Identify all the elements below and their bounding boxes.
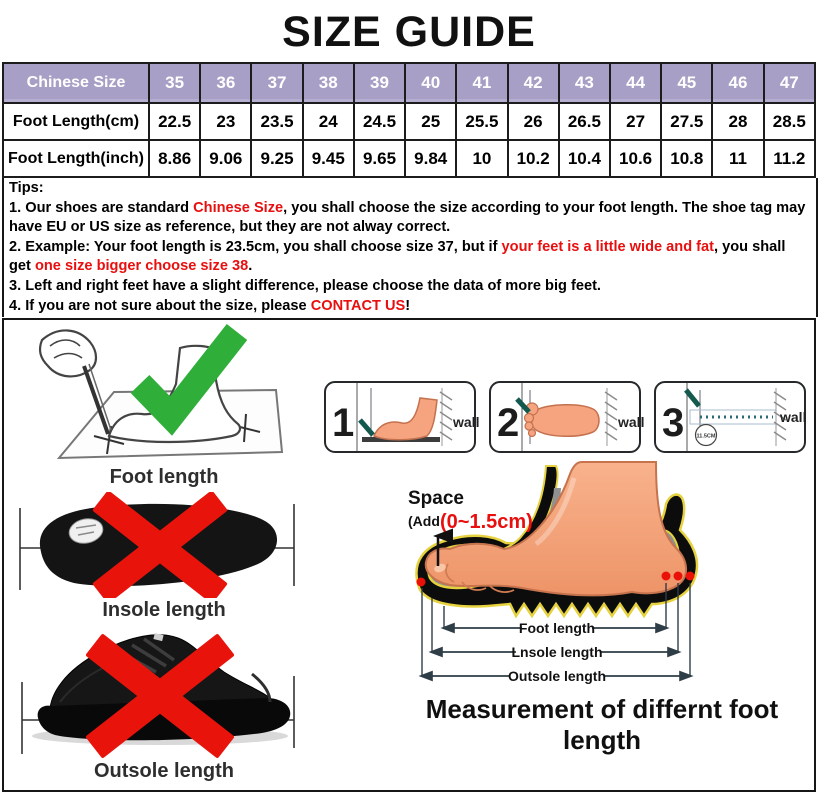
insole-image (19, 492, 295, 598)
inch-cell: 9.06 (199, 139, 253, 178)
foot-shape (424, 461, 687, 597)
dimension-arrows (418, 622, 694, 682)
size-cell: 38 (301, 62, 355, 104)
cm-cell: 26.5 (557, 102, 611, 141)
outsole-length-caption: Outsole length (94, 760, 234, 782)
heel-marker-dot (673, 571, 683, 581)
pencil (82, 365, 110, 435)
space-label: Space (408, 488, 464, 509)
size-cell: 39 (352, 62, 407, 104)
size-cell: 45 (660, 62, 714, 104)
inch-cell: 9.65 (352, 139, 407, 178)
tips-section: Tips: 1. Our shoes are standard Chinese … (2, 178, 818, 317)
svg-text:11.5CM: 11.5CM (697, 434, 716, 440)
size-cell: 43 (557, 62, 611, 104)
svg-text:(Add: (Add (408, 513, 440, 529)
cm-cell: 24.5 (352, 102, 407, 141)
size-table: Chinese Size 35 36 37 38 39 40 41 42 43 … (2, 62, 817, 178)
cm-cell: 25 (404, 102, 458, 141)
svg-text:3: 3 (662, 401, 684, 445)
inch-cell: 9.84 (404, 139, 458, 178)
size-cell: 47 (762, 62, 817, 104)
size-cell: 36 (199, 62, 253, 104)
red-x-icon (92, 492, 228, 598)
foot-tracing-sketch (38, 323, 284, 460)
row-header-foot-length-cm: Foot Length(cm) (2, 102, 150, 141)
table-row-foot-length-cm: Foot Length(cm) 22.5 23 23.5 24 24.5 25 … (2, 102, 817, 141)
lnsole-length-dim-label: Lnsole length (512, 644, 603, 660)
inch-cell: 10 (455, 139, 509, 178)
inch-cell: 9.25 (250, 139, 304, 178)
inch-cell: 9.45 (301, 139, 355, 178)
inch-cell: 10.2 (506, 139, 560, 178)
inch-cell: 11 (711, 139, 765, 178)
size-cell: 44 (608, 62, 663, 104)
tip-2: 2. Example: Your foot length is 23.5cm, … (9, 238, 786, 275)
foot-top-view (530, 404, 600, 437)
tip-4: 4. If you are not sure about the size, p… (9, 297, 411, 314)
pencil-icon (515, 397, 531, 414)
heel-marker-dot (685, 571, 695, 581)
cm-cell: 22.5 (147, 102, 202, 141)
inch-cell: 10.8 (660, 139, 714, 178)
size-cell: 41 (455, 62, 509, 104)
svg-text:(0~1.5cm): (0~1.5cm) (440, 511, 533, 533)
red-x-icon (85, 634, 235, 758)
table-row-chinese-size: Chinese Size 35 36 37 38 39 40 41 42 43 … (2, 62, 817, 104)
illustrations-panel: Foot length Insole length Outsole length (2, 318, 816, 792)
tip-3: 3. Left and right feet have a slight dif… (9, 277, 601, 294)
foot-length-caption: Foot length (109, 466, 219, 488)
sneaker-image (21, 633, 295, 758)
panel-step-2: 2 wall (489, 381, 644, 453)
svg-text:1: 1 (332, 401, 354, 445)
tips-heading: Tips: (9, 180, 44, 196)
row-header-chinese-size: Chinese Size (2, 62, 150, 104)
measurement-diagram-title: Measurement of differnt foot length (425, 694, 779, 755)
svg-text:2: 2 (497, 401, 519, 445)
cm-cell: 25.5 (455, 102, 509, 141)
inch-cell: 10.4 (557, 139, 611, 178)
inch-cell: 8.86 (147, 139, 202, 178)
green-checkmark-icon (130, 323, 248, 436)
cm-cell: 24 (301, 102, 355, 141)
svg-text:wall: wall (452, 414, 479, 430)
size-cell: 40 (404, 62, 458, 104)
insole-length-caption: Insole length (102, 599, 226, 621)
foot-side-view (373, 397, 438, 441)
cm-cell: 28.5 (762, 102, 817, 141)
cm-cell: 27 (608, 102, 663, 141)
row-header-foot-length-inch: Foot Length(inch) (2, 139, 150, 178)
cm-cell: 23 (199, 102, 253, 141)
measurement-note-circle (694, 423, 718, 447)
toe-marker-dot (416, 577, 426, 587)
pencil-icon (358, 418, 375, 437)
cm-cell: 26 (506, 102, 560, 141)
cm-cell: 28 (711, 102, 765, 141)
outsole-length-dim-label: Outsole length (508, 668, 606, 684)
page-title: SIZE GUIDE (282, 7, 536, 56)
panel-step-3: 3 11.5CM wall (654, 381, 806, 453)
size-cell: 37 (250, 62, 304, 104)
measurement-step-panels: 1 wall 2 wall 3 (324, 381, 806, 453)
inch-cell: 11.2 (762, 139, 817, 178)
svg-text:wall: wall (779, 409, 806, 425)
tip-1: 1. Our shoes are standard Chinese Size, … (9, 199, 806, 236)
cm-cell: 27.5 (660, 102, 714, 141)
heel-marker-dot (661, 571, 671, 581)
inch-cell: 10.6 (608, 139, 663, 178)
foot-length-dim-label: Foot length (519, 620, 595, 636)
cm-cell: 23.5 (250, 102, 304, 141)
size-cell: 46 (711, 62, 765, 104)
foot-cross-section-diagram: Space (Add (0~1.5cm) Foot length Lnsole … (408, 461, 699, 684)
svg-text:wall: wall (617, 414, 644, 430)
pencil-icon (684, 388, 701, 408)
size-cell: 35 (147, 62, 202, 104)
size-cell: 42 (506, 62, 560, 104)
table-row-foot-length-inch: Foot Length(inch) 8.86 9.06 9.25 9.45 9.… (2, 139, 817, 178)
panel-step-1: 1 wall (324, 381, 479, 453)
